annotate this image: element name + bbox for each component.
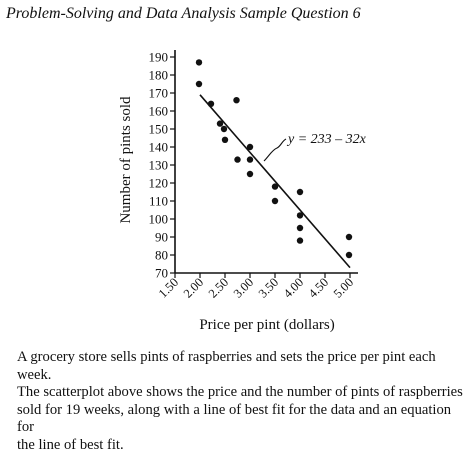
data-point [234, 156, 240, 162]
y-tick-label: 70 [155, 266, 168, 281]
data-point [247, 144, 253, 150]
x-axis-label: Price per pint (dollars) [199, 317, 334, 333]
data-point [196, 59, 202, 65]
y-tick-label: 100 [149, 212, 169, 227]
y-tick-label: 180 [149, 68, 169, 83]
y-tick-label: 130 [149, 158, 169, 173]
question-line: sold for 19 weeks, along with a line of … [17, 402, 467, 437]
data-point [221, 126, 227, 132]
x-tick-label: 4.00 [281, 275, 306, 300]
data-point [208, 101, 214, 107]
data-point [297, 189, 303, 195]
data-point [297, 212, 303, 218]
x-tick-label: 2.00 [181, 275, 206, 300]
y-tick-label: 80 [155, 248, 168, 263]
equation-leader [264, 139, 286, 161]
y-tick-label: 120 [149, 176, 169, 191]
data-point [297, 237, 303, 243]
question-text: A grocery store sells pints of raspberri… [17, 349, 467, 454]
y-tick-label: 90 [155, 230, 168, 245]
data-point [247, 171, 253, 177]
x-tick-label: 4.50 [306, 275, 331, 300]
y-ticks: 70 80 90 100 110 120 130 140 150 160 170 180 190 [149, 50, 176, 281]
data-point [346, 234, 352, 240]
data-point [346, 252, 352, 258]
data-point [196, 81, 202, 87]
data-point [272, 198, 278, 204]
y-tick-label: 150 [149, 122, 169, 137]
x-tick-label: 3.00 [231, 275, 256, 300]
x-tick-label: 3.50 [256, 275, 281, 300]
question-line: the line of best fit. [17, 437, 467, 454]
data-points [196, 59, 352, 258]
data-point [222, 137, 228, 143]
fit-equation: y = 233 – 32x [286, 132, 367, 147]
data-point [247, 156, 253, 162]
y-tick-label: 190 [149, 50, 169, 65]
x-tick-label: 2.50 [206, 275, 231, 300]
question-line: A grocery store sells pints of raspberri… [17, 349, 467, 384]
y-tick-label: 140 [149, 140, 169, 155]
y-axis-label: Number of pints sold [118, 96, 134, 224]
question-line: The scatterplot above shows the price an… [17, 384, 467, 402]
scatterplot: 70 80 90 100 110 120 130 140 150 160 170 180 190 1.5… [0, 0, 474, 345]
data-point [233, 97, 239, 103]
data-point [272, 183, 278, 189]
y-tick-label: 170 [149, 86, 169, 101]
x-tick-label: 5.00 [331, 275, 356, 300]
y-tick-label: 160 [149, 104, 169, 119]
line-of-best-fit [200, 95, 350, 268]
data-point [217, 120, 223, 126]
y-tick-label: 110 [149, 194, 168, 209]
data-point [297, 225, 303, 231]
